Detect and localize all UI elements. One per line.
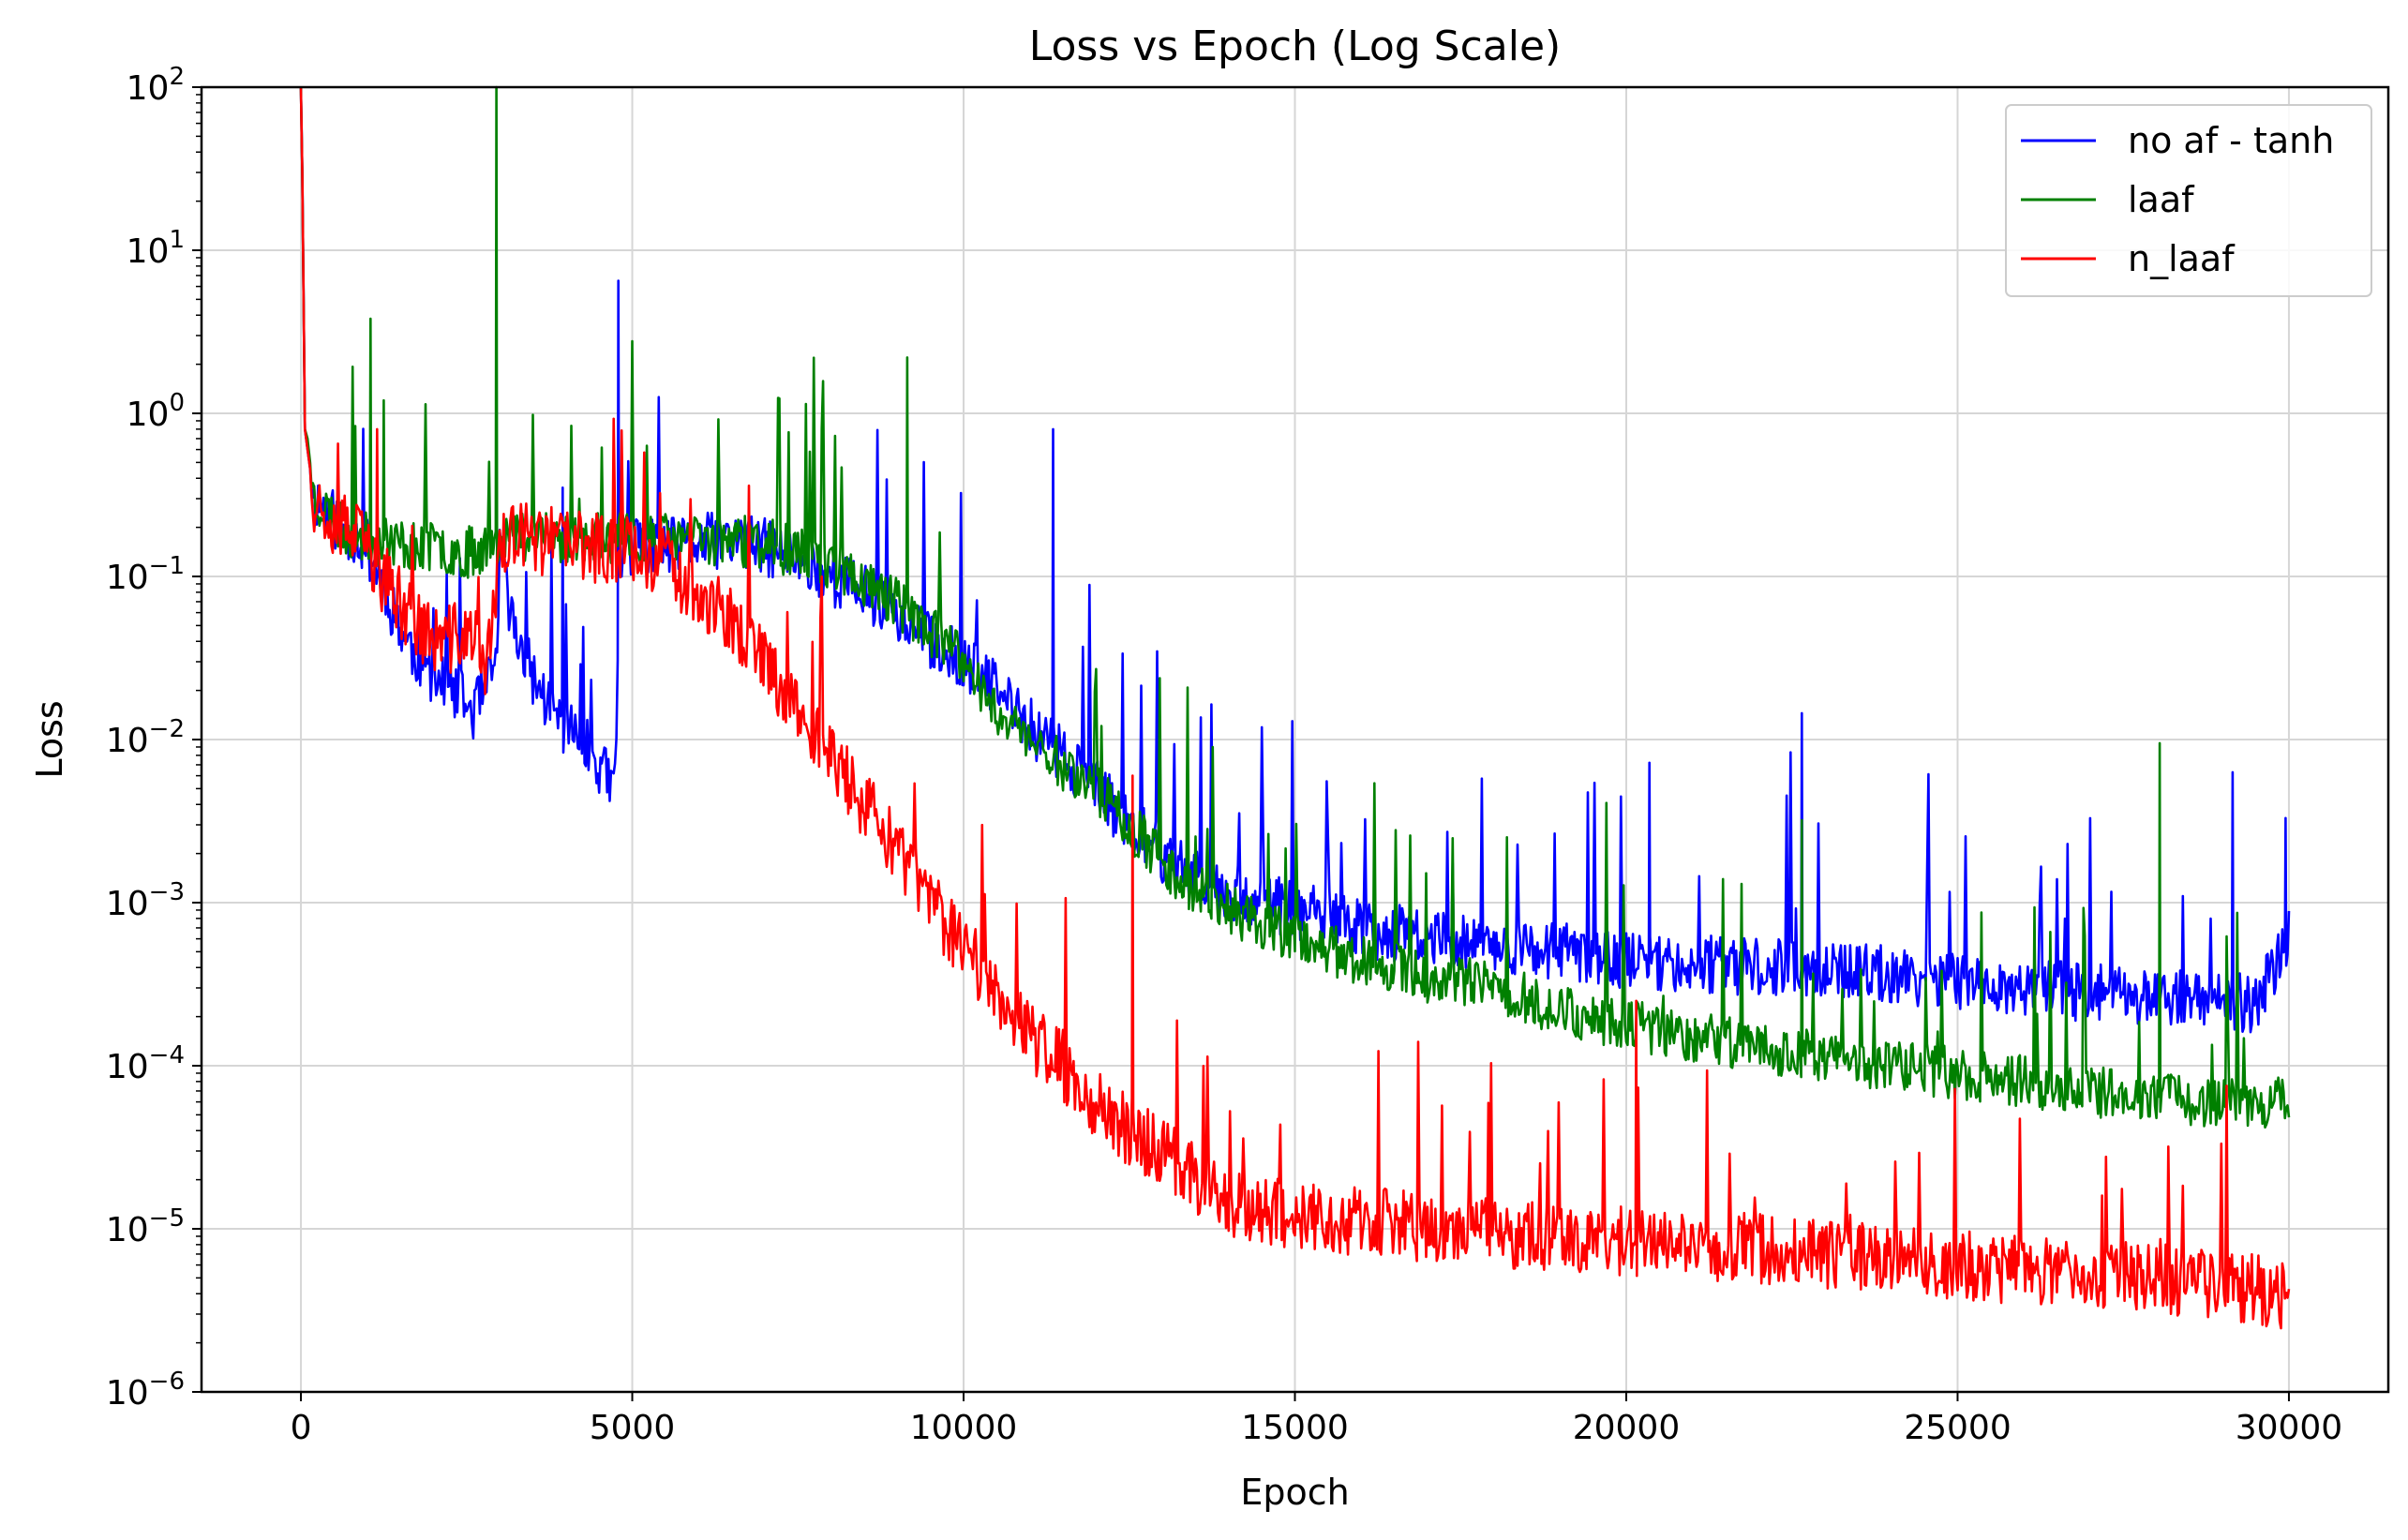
x-tick-label: 5000 bbox=[590, 1409, 676, 1447]
legend-box bbox=[2005, 104, 2372, 297]
y-tick-label: 102 bbox=[127, 63, 185, 108]
legend-label: no af - tanh bbox=[2128, 120, 2334, 161]
series-line-n-laaf bbox=[299, 86, 2291, 1330]
x-tick-label: 25000 bbox=[1904, 1409, 2012, 1447]
x-tick-label: 10000 bbox=[910, 1409, 1018, 1447]
x-tick-label: 15000 bbox=[1241, 1409, 1349, 1447]
y-tick-label: 10−6 bbox=[106, 1368, 185, 1413]
y-tick-label: 101 bbox=[127, 226, 185, 271]
legend: no af - tanh laaf n_laaf bbox=[2005, 104, 2372, 297]
y-tick-label: 100 bbox=[127, 389, 185, 434]
x-tick-label: 30000 bbox=[2236, 1409, 2343, 1447]
x-axis-label: Epoch bbox=[1240, 1472, 1349, 1513]
x-tick-label: 20000 bbox=[1573, 1409, 1681, 1447]
axis-ticks: 0 5000 10000 15000 20000 25000 30000 10−6 10−5 10… bbox=[106, 63, 2342, 1447]
series-line-laaf bbox=[299, 85, 2291, 1129]
legend-label: n_laaf bbox=[2128, 238, 2236, 279]
y-tick-label: 10−2 bbox=[106, 715, 185, 760]
series-group bbox=[299, 85, 2291, 1330]
y-axis-label: Loss bbox=[29, 700, 70, 778]
legend-label: laaf bbox=[2128, 179, 2195, 220]
chart-title: Loss vs Epoch (Log Scale) bbox=[1029, 22, 1561, 70]
y-tick-label: 10−5 bbox=[106, 1204, 185, 1249]
y-tick-label: 10−1 bbox=[106, 552, 185, 597]
y-tick-label: 10−3 bbox=[106, 878, 185, 923]
x-tick-label: 0 bbox=[291, 1409, 312, 1447]
y-tick-label: 10−4 bbox=[106, 1041, 185, 1086]
